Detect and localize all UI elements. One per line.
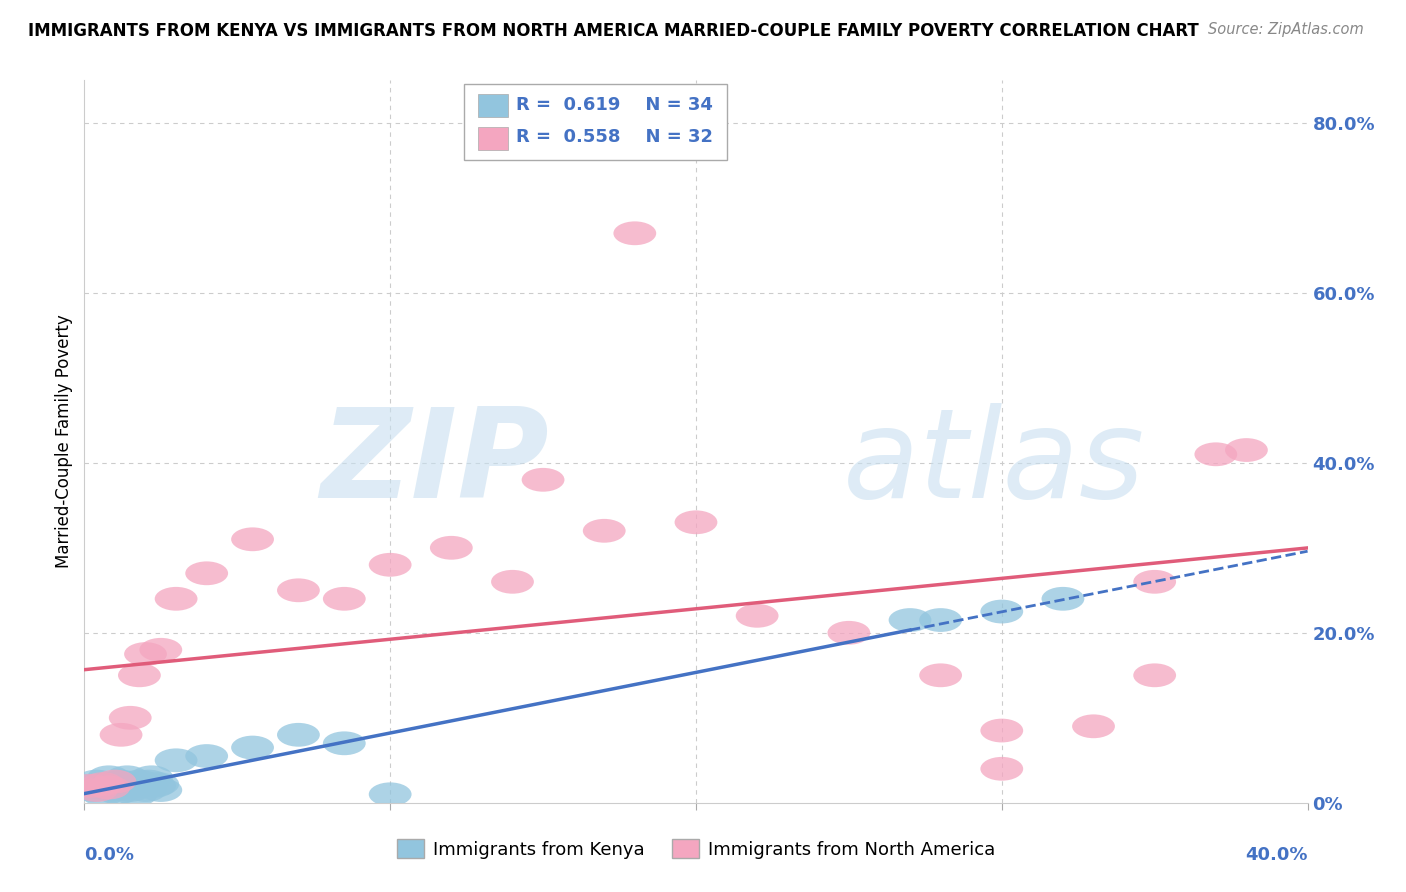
Ellipse shape: [522, 468, 564, 491]
Ellipse shape: [121, 774, 165, 797]
Ellipse shape: [186, 561, 228, 585]
Ellipse shape: [368, 553, 412, 577]
Text: R =  0.619    N = 34: R = 0.619 N = 34: [516, 95, 713, 114]
Ellipse shape: [127, 770, 170, 794]
Ellipse shape: [82, 782, 124, 806]
Ellipse shape: [1133, 664, 1175, 687]
Ellipse shape: [94, 770, 136, 794]
Ellipse shape: [323, 587, 366, 611]
Ellipse shape: [124, 778, 167, 802]
Ellipse shape: [430, 536, 472, 559]
Text: Source: ZipAtlas.com: Source: ZipAtlas.com: [1208, 22, 1364, 37]
Text: 40.0%: 40.0%: [1246, 847, 1308, 864]
Ellipse shape: [139, 638, 183, 662]
Y-axis label: Married-Couple Family Poverty: Married-Couple Family Poverty: [55, 315, 73, 568]
Ellipse shape: [87, 776, 131, 799]
Ellipse shape: [889, 608, 931, 632]
Ellipse shape: [108, 706, 152, 730]
Ellipse shape: [69, 774, 112, 797]
Ellipse shape: [735, 604, 779, 628]
Ellipse shape: [75, 778, 118, 802]
Ellipse shape: [69, 774, 112, 797]
Ellipse shape: [115, 782, 157, 806]
Ellipse shape: [124, 642, 167, 666]
Ellipse shape: [613, 221, 657, 245]
Ellipse shape: [368, 782, 412, 806]
Ellipse shape: [980, 719, 1024, 742]
Text: atlas: atlas: [842, 402, 1144, 524]
Ellipse shape: [1225, 438, 1268, 462]
Ellipse shape: [72, 778, 115, 802]
Ellipse shape: [231, 736, 274, 759]
Ellipse shape: [94, 774, 136, 797]
Ellipse shape: [1042, 587, 1084, 611]
Ellipse shape: [583, 519, 626, 542]
Ellipse shape: [139, 778, 183, 802]
Ellipse shape: [100, 723, 142, 747]
Ellipse shape: [1195, 442, 1237, 467]
Ellipse shape: [136, 772, 179, 796]
Ellipse shape: [675, 510, 717, 534]
Legend: Immigrants from Kenya, Immigrants from North America: Immigrants from Kenya, Immigrants from N…: [389, 832, 1002, 866]
Text: ZIP: ZIP: [321, 402, 550, 524]
Ellipse shape: [1133, 570, 1175, 594]
Ellipse shape: [118, 770, 160, 794]
Ellipse shape: [118, 664, 160, 687]
Ellipse shape: [75, 770, 118, 794]
Ellipse shape: [87, 765, 131, 789]
FancyBboxPatch shape: [478, 127, 508, 150]
Ellipse shape: [491, 570, 534, 594]
Ellipse shape: [82, 772, 124, 796]
Ellipse shape: [231, 527, 274, 551]
Ellipse shape: [186, 744, 228, 768]
FancyBboxPatch shape: [478, 94, 508, 117]
Ellipse shape: [1073, 714, 1115, 739]
Ellipse shape: [277, 723, 319, 747]
Ellipse shape: [980, 599, 1024, 624]
Ellipse shape: [277, 578, 319, 602]
Text: R =  0.558    N = 32: R = 0.558 N = 32: [516, 128, 713, 146]
Ellipse shape: [97, 780, 139, 805]
Ellipse shape: [112, 772, 155, 796]
Ellipse shape: [920, 664, 962, 687]
Ellipse shape: [105, 765, 149, 789]
Ellipse shape: [155, 587, 197, 611]
Text: IMMIGRANTS FROM KENYA VS IMMIGRANTS FROM NORTH AMERICA MARRIED-COUPLE FAMILY POV: IMMIGRANTS FROM KENYA VS IMMIGRANTS FROM…: [28, 22, 1199, 40]
Ellipse shape: [108, 778, 152, 802]
Text: 0.0%: 0.0%: [84, 847, 135, 864]
Ellipse shape: [84, 772, 127, 796]
Ellipse shape: [134, 774, 176, 797]
Ellipse shape: [980, 757, 1024, 780]
Ellipse shape: [155, 748, 197, 772]
Ellipse shape: [79, 776, 121, 799]
FancyBboxPatch shape: [464, 84, 727, 160]
Ellipse shape: [131, 765, 173, 789]
Ellipse shape: [323, 731, 366, 756]
Ellipse shape: [920, 608, 962, 632]
Ellipse shape: [90, 778, 134, 802]
Ellipse shape: [828, 621, 870, 645]
Ellipse shape: [103, 776, 146, 799]
Ellipse shape: [100, 770, 142, 794]
